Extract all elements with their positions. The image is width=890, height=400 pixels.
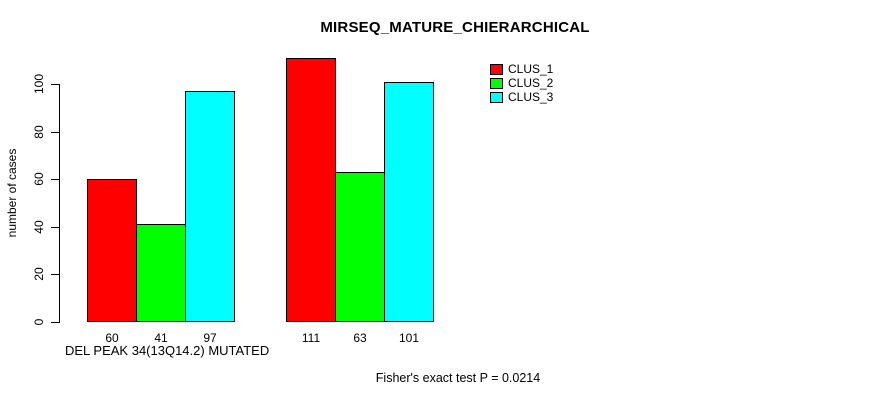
bar-clus_2-group2: [335, 172, 385, 322]
y-axis-tick-label: 0: [32, 318, 46, 326]
legend: CLUS_1 CLUS_2 CLUS_3: [490, 62, 553, 104]
fisher-test-annotation: Fisher's exact test P = 0.0214: [375, 371, 541, 385]
y-axis-tick-label: 40: [32, 220, 46, 234]
chart-title: MIRSEQ_MATURE_CHIERARCHICAL: [320, 19, 590, 36]
y-axis-tick-label: 80: [32, 125, 46, 139]
y-axis-tick-label: 20: [32, 267, 46, 281]
bar-clus_1-group1: [87, 179, 137, 322]
bar-value-label: 97: [203, 331, 217, 345]
bar-value-label: 60: [105, 331, 119, 345]
legend-swatch-clus_3: [490, 91, 503, 103]
y-axis-tick: [51, 84, 59, 85]
y-axis-tick: [51, 274, 59, 275]
x-axis-category-label: DEL PEAK 34(13Q14.2) MUTATED: [65, 343, 270, 358]
y-axis-tick: [51, 227, 59, 228]
legend-swatch-clus_2: [490, 77, 503, 89]
y-axis-tick-label: 100: [32, 73, 46, 95]
y-axis-line: [59, 84, 60, 323]
bar-value-label: 63: [353, 331, 367, 345]
bar-clus_2-group1: [136, 224, 186, 322]
bar-clus_1-group2: [286, 58, 336, 322]
y-axis-tick-label: 60: [32, 172, 46, 186]
bar-value-label: 111: [301, 331, 321, 345]
bar-value-label: 101: [398, 331, 420, 345]
y-axis-label: number of cases: [5, 148, 19, 238]
legend-row-clus_1: CLUS_1: [490, 62, 553, 76]
legend-label: CLUS_3: [508, 90, 554, 104]
legend-swatch-clus_1: [490, 63, 503, 75]
y-axis-tick: [51, 179, 59, 180]
legend-row-clus_2: CLUS_2: [490, 76, 553, 90]
legend-row-clus_3: CLUS_3: [490, 90, 553, 104]
bar-clus_3-group1: [185, 91, 235, 322]
legend-label: CLUS_1: [508, 62, 554, 76]
bar-value-label: 41: [154, 331, 168, 345]
legend-label: CLUS_2: [508, 76, 554, 90]
bar-clus_3-group2: [384, 82, 434, 322]
y-axis-tick: [51, 132, 59, 133]
y-axis-tick: [51, 322, 59, 323]
